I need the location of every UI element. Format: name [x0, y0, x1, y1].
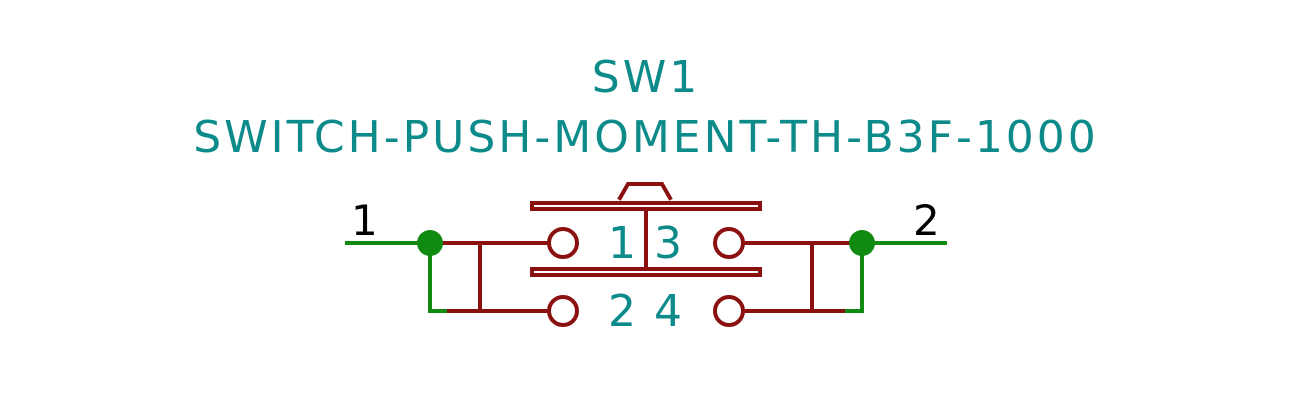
contact-3[interactable]	[713, 227, 745, 259]
net-label-left[interactable]: 1	[351, 196, 378, 245]
switch-body[interactable]	[428, 182, 864, 327]
contact-1[interactable]	[547, 227, 579, 259]
wires	[345, 241, 947, 313]
plunger	[617, 182, 673, 201]
reference-designator[interactable]: SW1	[592, 52, 700, 103]
junction-left[interactable]	[417, 230, 443, 256]
pin-number-bottom-left: 2	[608, 286, 636, 337]
contact-4[interactable]	[713, 295, 745, 327]
actuator-bar-bottom	[530, 267, 762, 277]
component-value[interactable]: SWITCH-PUSH-MOMENT-TH-B3F-1000	[193, 112, 1099, 163]
wire-right-loop[interactable]	[845, 243, 864, 313]
pin-number-bottom-right: 4	[654, 286, 682, 337]
pin-number-top-right: 3	[654, 218, 682, 269]
pin-number-top-left: 1	[608, 218, 636, 269]
contact-2[interactable]	[547, 295, 579, 327]
net-label-right[interactable]: 2	[913, 196, 940, 245]
wire-left-loop[interactable]	[428, 243, 447, 313]
junction-right[interactable]	[849, 230, 875, 256]
